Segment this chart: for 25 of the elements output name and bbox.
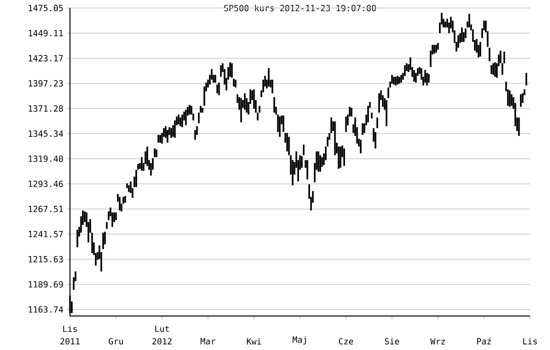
y-tick-label: 1345.34: [28, 130, 64, 137]
y-tick-label: 1371.28: [28, 105, 63, 112]
y-tick-label: 1475.05: [28, 4, 63, 12]
y-tick-label: 1397.23: [28, 80, 63, 87]
x-tick-label: Mar: [200, 338, 216, 344]
y-tick-label: 1423.17: [28, 55, 63, 62]
x-tick-label: Maj: [292, 336, 306, 344]
y-tick-label: 1215.63: [28, 256, 63, 262]
x-tick-label: Gru: [108, 338, 123, 344]
x-tick-label: Wrz: [430, 338, 445, 344]
y-tick-label: 1293.46: [28, 180, 63, 188]
x-tick-label: Lis: [523, 338, 537, 344]
y-tick-label: 1241.57: [28, 230, 63, 238]
x-tick-label: Lis 2011: [60, 325, 80, 344]
x-tick-label: Kwi: [246, 338, 262, 344]
y-tick-label: 1163.74: [28, 306, 64, 313]
chart-title: SP500 kurs 2012-11-23 19:07:00: [224, 4, 376, 12]
y-tick-label: 1267.51: [28, 206, 63, 212]
x-tick-label: Sie: [384, 338, 400, 344]
x-tick-label: Cze: [338, 338, 354, 344]
y-tick-label: 1319.40: [28, 156, 63, 162]
x-tick-label: Paź: [477, 338, 491, 344]
y-tick-label: 1449.11: [28, 30, 63, 36]
y-tick-label: 1189.69: [28, 281, 63, 288]
x-tick-label: Lut 2012: [152, 326, 172, 344]
